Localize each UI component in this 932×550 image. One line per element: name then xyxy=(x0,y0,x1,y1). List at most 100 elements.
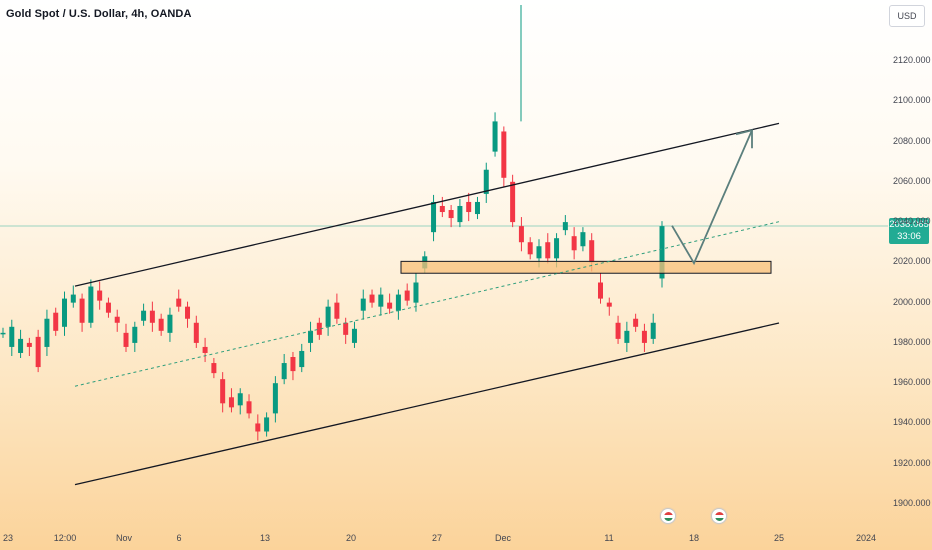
candle-body xyxy=(518,226,524,243)
candle-body xyxy=(641,330,647,343)
candle-body xyxy=(606,302,612,307)
currency-button[interactable]: USD xyxy=(889,5,925,27)
time-tick-label: 18 xyxy=(688,533,700,543)
time-tick-label: 27 xyxy=(431,533,443,543)
time-tick-label: Nov xyxy=(115,533,133,543)
candle-body xyxy=(0,332,6,335)
candle-body xyxy=(615,322,621,339)
projection-path xyxy=(671,129,753,266)
candle-body xyxy=(272,383,278,414)
calendar-event-flag-icon[interactable] xyxy=(711,508,727,524)
calendar-event-flag-icon[interactable] xyxy=(660,508,676,524)
candle-body xyxy=(369,294,375,303)
candle-body xyxy=(580,232,586,247)
candle-body xyxy=(264,417,270,432)
candle-body xyxy=(176,298,182,307)
channel-upper-line xyxy=(74,122,780,287)
time-tick-label: 23 xyxy=(2,533,14,543)
candle-body xyxy=(167,314,173,333)
price-tick-label: 2120.000 xyxy=(893,55,931,65)
candle-body xyxy=(237,393,243,406)
price-tick-label: 2020.000 xyxy=(893,256,931,267)
candle-body xyxy=(562,222,568,231)
candle-body xyxy=(378,294,384,307)
candle-body xyxy=(448,210,454,219)
time-tick-label: 2024 xyxy=(855,533,877,543)
candle-body xyxy=(527,242,533,255)
candle-body xyxy=(202,346,208,353)
candle-body xyxy=(589,240,595,263)
candle-body xyxy=(44,318,50,347)
candle-body xyxy=(492,121,498,152)
price-tick-label: 1960.000 xyxy=(893,377,931,388)
candle-body xyxy=(316,322,322,335)
candle-body xyxy=(149,310,155,323)
candle-body xyxy=(158,318,164,331)
candle-body xyxy=(141,310,147,321)
price-tick-label: 2040.000 xyxy=(893,216,931,227)
chart-title: Gold Spot / U.S. Dollar, 4h, OANDA xyxy=(6,8,192,20)
time-tick-label: 13 xyxy=(259,533,271,543)
candle-body xyxy=(483,169,489,194)
candle-body xyxy=(413,282,419,303)
candle-body xyxy=(18,338,24,353)
candle-body xyxy=(246,401,252,414)
candle-body xyxy=(211,363,217,374)
candle-body xyxy=(633,318,639,327)
price-tick-label: 2000.000 xyxy=(893,296,931,307)
candle-body xyxy=(325,306,331,327)
candle-body xyxy=(360,298,366,311)
candle-body xyxy=(35,336,41,368)
candle-body xyxy=(439,205,445,213)
candle-body xyxy=(457,205,463,223)
time-tick-label: 12:00 xyxy=(53,533,77,543)
price-tick-label: 1920.000 xyxy=(893,457,931,468)
candle-body xyxy=(290,357,296,372)
candle-body xyxy=(404,290,410,301)
candle-body xyxy=(281,363,287,380)
last-price-tag: 2038.065 33:06 xyxy=(889,218,929,244)
price-tick-label: 1980.000 xyxy=(893,336,931,347)
candle-body xyxy=(255,423,261,432)
candle-body xyxy=(431,201,437,233)
candle-body xyxy=(343,322,349,335)
candle-body xyxy=(299,350,305,368)
candle-body xyxy=(53,312,59,331)
price-tick-label: 2080.000 xyxy=(893,135,931,146)
candle-body xyxy=(571,236,577,251)
price-tick-label: 1900.000 xyxy=(893,498,931,508)
bar-countdown: 33:06 xyxy=(897,231,921,242)
candle-body xyxy=(105,302,111,313)
candle-body xyxy=(536,246,542,259)
time-tick-label: 25 xyxy=(773,533,785,543)
candle-body xyxy=(351,328,357,343)
last-price-value: 2038.065 xyxy=(889,219,929,230)
channel-mid-line xyxy=(74,221,780,387)
price-tick-label: 1940.000 xyxy=(893,417,931,428)
candle-body xyxy=(650,322,656,339)
candle-body xyxy=(9,326,15,347)
candle-body xyxy=(554,238,560,259)
price-tick-label: 2060.000 xyxy=(893,175,931,186)
projection-arrowhead xyxy=(735,129,753,149)
candle-body xyxy=(26,342,32,347)
price-tick-label: 2100.000 xyxy=(893,95,931,106)
candle-body xyxy=(228,397,234,408)
candle-body xyxy=(395,294,401,311)
candle-body xyxy=(79,298,85,323)
candle-body xyxy=(474,201,480,215)
candle-body xyxy=(123,332,129,347)
candle-body xyxy=(88,286,94,323)
candle-body xyxy=(659,226,665,279)
candle-body xyxy=(308,330,314,343)
candle-body xyxy=(132,326,138,343)
time-tick-label: Dec xyxy=(494,533,512,543)
candle-body xyxy=(193,322,199,343)
time-tick-label: 6 xyxy=(176,533,182,543)
channel-lower-line xyxy=(74,322,780,486)
candle-body xyxy=(466,201,472,213)
candle-body xyxy=(545,242,551,259)
candle-body xyxy=(597,282,603,299)
